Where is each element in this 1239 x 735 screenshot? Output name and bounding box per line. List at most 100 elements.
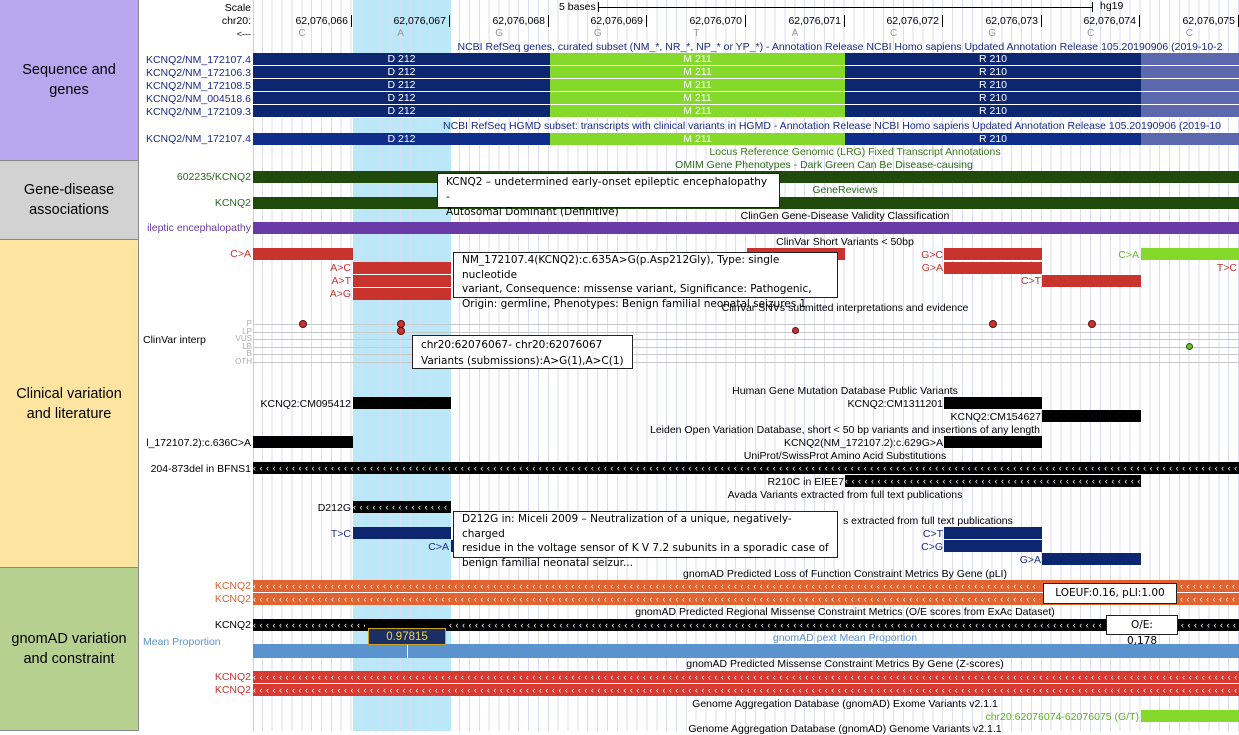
variant-label[interactable]: G>C [921, 249, 943, 261]
gnomad-exome-bar[interactable] [1141, 710, 1239, 722]
utr-segment[interactable] [1141, 53, 1239, 66]
variant-label[interactable]: G>A [921, 262, 943, 274]
pext-bar[interactable] [253, 644, 1239, 658]
transcript-label[interactable]: KCNQ2/NM_172109.3 [145, 106, 251, 118]
hgmd-utr[interactable] [1141, 133, 1239, 145]
transcript-label[interactable]: KCNQ2/NM_172107.4 [145, 54, 251, 66]
transcript-label[interactable]: KCNQ2/NM_004518.6 [145, 93, 251, 105]
uniprot-label[interactable]: R210C in EIEE7 [767, 476, 844, 488]
omim-title[interactable]: OMIM Gene Phenotypes - Dark Green Can Be… [675, 159, 973, 171]
codon-m211[interactable]: M 211 [550, 105, 845, 118]
interp-dot[interactable] [792, 327, 799, 334]
uniprot-bar[interactable]: ‹ ‹ ‹ ‹ ‹ ‹ ‹ ‹ ‹ ‹ ‹ ‹ ‹ ‹ ‹ ‹ ‹ ‹ ‹ ‹ … [845, 475, 1141, 487]
avada-bar[interactable]: ‹ ‹ ‹ ‹ ‹ ‹ ‹ ‹ ‹ ‹ ‹ ‹ ‹ ‹ ‹ ‹ ‹ ‹ ‹ ‹ [353, 501, 451, 513]
gnomad-pli-label[interactable]: KCNQ2 [214, 580, 251, 592]
genereviews-label[interactable]: KCNQ2 [214, 197, 251, 209]
hgmd-bar[interactable] [353, 397, 451, 409]
codon-r210[interactable]: R 210 [845, 53, 1141, 66]
utr-segment[interactable] [1141, 79, 1239, 92]
avada2-bar[interactable] [944, 527, 1042, 540]
clingen-bar[interactable] [253, 222, 1239, 234]
avada2-bar[interactable] [451, 540, 453, 552]
clinvar-variant-bar[interactable] [353, 275, 451, 288]
avada2-bar[interactable] [944, 540, 1042, 552]
variant-label[interactable]: A>C [330, 262, 351, 274]
gnomad-pli-title[interactable]: gnomAD Predicted Loss of Function Constr… [683, 568, 1007, 580]
gnomad-z-label[interactable]: KCNQ2 [214, 684, 251, 696]
avada2-label[interactable]: G>A [1019, 554, 1041, 566]
lovd-bar[interactable] [944, 436, 1042, 448]
hgmd-bar[interactable] [1042, 410, 1141, 422]
hgmd-codon-d212[interactable]: D 212 [253, 133, 550, 145]
uniprot-bar[interactable]: ‹ ‹ ‹ ‹ ‹ ‹ ‹ ‹ ‹ ‹ ‹ ‹ ‹ ‹ ‹ ‹ ‹ ‹ ‹ ‹ … [253, 462, 1239, 474]
gnomad-exome-title[interactable]: Genome Aggregation Database (gnomAD) Exo… [692, 698, 998, 710]
hgmd-refseq-title[interactable]: NCBI RefSeq HGMD subset: transcripts wit… [443, 120, 1221, 132]
variant-label[interactable]: A>T [331, 275, 351, 287]
hgmd-label[interactable]: KCNQ2:CM095412 [260, 398, 351, 410]
gnomad-z-title[interactable]: gnomAD Predicted Missense Constraint Met… [686, 658, 1004, 670]
clinvar-variant-bar[interactable] [944, 262, 1042, 274]
gnomad-pli-bar[interactable]: ‹ ‹ ‹ ‹ ‹ ‹ ‹ ‹ ‹ ‹ ‹ ‹ ‹ ‹ ‹ ‹ ‹ ‹ ‹ ‹ … [253, 580, 1239, 593]
gnomad-pli-bar[interactable]: ‹ ‹ ‹ ‹ ‹ ‹ ‹ ‹ ‹ ‹ ‹ ‹ ‹ ‹ ‹ ‹ ‹ ‹ ‹ ‹ … [253, 593, 1239, 605]
variant-label[interactable]: C>A [1118, 249, 1139, 261]
clingen-label[interactable]: ileptic encephalopathy [147, 222, 251, 234]
codon-d212[interactable]: D 212 [253, 92, 550, 105]
hgmd-transcript-label[interactable]: KCNQ2/NM_172107.4 [145, 133, 251, 145]
omim-label[interactable]: 602235/KCNQ2 [176, 171, 251, 183]
variant-label[interactable]: A>G [329, 288, 351, 300]
codon-d212[interactable]: D 212 [253, 53, 550, 66]
avada2-title[interactable]: s extracted from full text publications [843, 515, 1013, 527]
hgmd-label[interactable]: KCNQ2:CM154627 [950, 411, 1041, 423]
avada2-label[interactable]: C>G [921, 541, 943, 553]
gnomad-pli-label[interactable]: KCNQ2 [214, 593, 251, 605]
utr-segment[interactable] [1141, 92, 1239, 105]
variant-label[interactable]: C>A [230, 248, 251, 260]
avada2-label[interactable]: T>C [330, 528, 351, 540]
clinvar-interp-title[interactable]: ClinVar SNVs submitted interpretations a… [721, 302, 969, 314]
clinvar-short-title[interactable]: ClinVar Short Variants < 50bp [776, 236, 914, 248]
avada2-bar[interactable] [353, 527, 451, 539]
clingen-title[interactable]: ClinGen Gene-Disease Validity Classifica… [740, 210, 950, 222]
codon-d212[interactable]: D 212 [253, 105, 550, 118]
variant-label[interactable]: T>C [1216, 262, 1237, 274]
lovd-bar[interactable] [253, 436, 353, 448]
lrg-title[interactable]: Locus Reference Genomic (LRG) Fixed Tran… [709, 146, 1001, 158]
gnomad-z-label[interactable]: KCNQ2 [214, 671, 251, 683]
clinvar-variant-bar[interactable] [1042, 275, 1141, 287]
hgmd-title[interactable]: Human Gene Mutation Database Public Vari… [732, 385, 958, 397]
utr-segment[interactable] [1141, 66, 1239, 79]
codon-r210[interactable]: R 210 [845, 92, 1141, 105]
hgmd-label[interactable]: KCNQ2:CM1311201 [847, 398, 943, 410]
clinvar-variant-bar[interactable] [353, 262, 451, 275]
avada2-label[interactable]: C>T [922, 528, 943, 540]
codon-d212[interactable]: D 212 [253, 79, 550, 92]
interp-dot[interactable] [299, 320, 307, 328]
lovd-label[interactable]: KCNQ2(NM_172107.2):c.629G>A [783, 437, 943, 449]
codon-d212[interactable]: D 212 [253, 66, 550, 79]
refseq-title[interactable]: NCBI RefSeq genes, curated subset (NM_*,… [457, 41, 1223, 53]
hgmd-codon-m211[interactable]: M 211 [550, 133, 845, 145]
interp-dot[interactable] [397, 327, 405, 335]
avada2-label[interactable]: C>A [428, 541, 449, 553]
codon-m211[interactable]: M 211 [550, 53, 845, 66]
hgmd-codon-r210[interactable]: R 210 [845, 133, 1141, 145]
lovd-title[interactable]: Leiden Open Variation Database, short < … [649, 424, 1041, 436]
clinvar-variant-bar[interactable] [353, 288, 451, 300]
codon-r210[interactable]: R 210 [845, 105, 1141, 118]
clinvar-variant-bar-benign[interactable] [1141, 248, 1239, 260]
avada-title[interactable]: Avada Variants extracted from full text … [727, 489, 963, 501]
clinvar-variant-bar[interactable] [944, 248, 1042, 261]
codon-r210[interactable]: R 210 [845, 79, 1141, 92]
transcript-label[interactable]: KCNQ2/NM_172108.5 [145, 80, 251, 92]
gnomad-genome-title[interactable]: Genome Aggregation Database (gnomAD) Gen… [688, 723, 1002, 735]
gnomad-z-bar[interactable]: ‹ ‹ ‹ ‹ ‹ ‹ ‹ ‹ ‹ ‹ ‹ ‹ ‹ ‹ ‹ ‹ ‹ ‹ ‹ ‹ … [253, 671, 1239, 684]
gnomad-regional-title[interactable]: gnomAD Predicted Regional Missense Const… [635, 606, 1055, 618]
gnomad-regional-bar[interactable]: ‹ ‹ ‹ ‹ ‹ ‹ ‹ ‹ ‹ ‹ ‹ ‹ ‹ ‹ ‹ ‹ ‹ ‹ ‹ ‹ … [253, 619, 1239, 631]
interp-dot[interactable] [989, 320, 997, 328]
lovd-label[interactable]: l_172107.2):c.636C>A [146, 437, 251, 449]
avada-label[interactable]: D212G [317, 502, 351, 514]
utr-segment[interactable] [1141, 105, 1239, 118]
uniprot-title[interactable]: UniProt/SwissProt Amino Acid Substitutio… [743, 450, 947, 462]
uniprot-label[interactable]: 204-873del in BFNS1 [150, 463, 251, 475]
clinvar-variant-bar[interactable] [253, 248, 353, 260]
